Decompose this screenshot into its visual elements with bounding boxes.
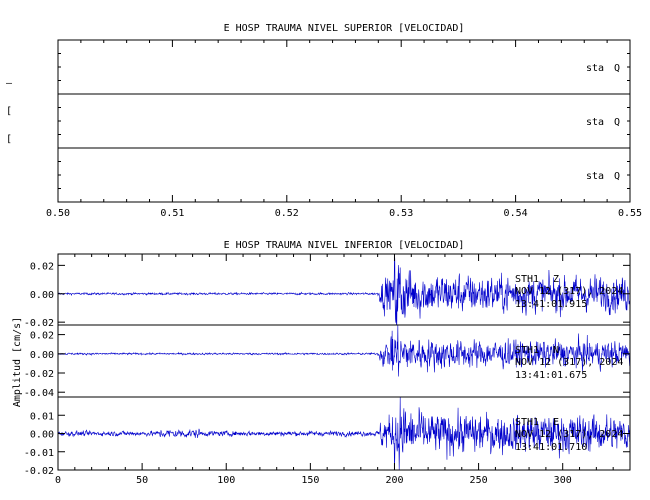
panel-component-label: E (553, 417, 559, 428)
left-margin-mark: [ (6, 134, 12, 145)
panel-date-label: NOV 12 (317), 2024 (515, 286, 623, 297)
x-tick-label: 100 (217, 475, 235, 486)
panel-component-label: N (553, 345, 559, 356)
y-tick-label: 0.02 (30, 261, 54, 272)
bottom-chart-title: E HOSP TRAUMA NIVEL INFERIOR [VELOCIDAD] (224, 240, 465, 251)
y-axis-label: Amplitud [cm/s] (12, 317, 23, 407)
x-tick-label: 200 (385, 475, 403, 486)
top-panel-component: Q (614, 117, 620, 128)
top-panel-component: Q (614, 63, 620, 74)
waveform-n (57, 324, 631, 377)
top-panel-station: sta (586, 117, 604, 128)
x-tick-label: 0 (55, 475, 61, 486)
top-panel-station: sta (586, 63, 604, 74)
top-x-tick-label: 0.52 (275, 208, 299, 219)
y-tick-label: 0.00 (30, 430, 54, 441)
x-tick-label: 150 (301, 475, 319, 486)
panel-time-label: 13:41:01.675 (515, 370, 587, 381)
x-tick-label: 250 (470, 475, 488, 486)
left-margin-mark: [ (6, 106, 12, 117)
panel-date-label: NOV 12 (317), 2024 (515, 357, 623, 368)
y-tick-label: 0.00 (30, 290, 54, 301)
top-x-tick-label: 0.54 (504, 208, 528, 219)
y-tick-label: 0.01 (30, 411, 54, 422)
top-panel-component: Q (614, 171, 620, 182)
top-panel-frame (57, 93, 631, 149)
panel-station-label: STH1 (515, 274, 539, 285)
y-tick-label: 0.00 (30, 350, 54, 361)
y-tick-label: -0.02 (24, 466, 54, 477)
y-tick-label: 0.02 (30, 331, 54, 342)
waveform-z (57, 253, 631, 326)
top-x-tick-label: 0.53 (389, 208, 413, 219)
x-tick-label: 300 (554, 475, 572, 486)
top-panel-station: sta (586, 171, 604, 182)
panel-time-label: 13:41:01.710 (515, 442, 587, 453)
panel-time-label: 13:41:01.915 (515, 299, 587, 310)
y-tick-label: -0.01 (24, 448, 54, 459)
y-tick-label: -0.02 (24, 369, 54, 380)
panel-station-label: STH1 (515, 345, 539, 356)
top-panel-frame (57, 147, 631, 203)
y-tick-label: -0.02 (24, 318, 54, 329)
x-tick-label: 50 (136, 475, 148, 486)
top-panel-frame (57, 39, 631, 95)
panel-station-label: STH1 (515, 417, 539, 428)
left-margin-mark: — (6, 78, 13, 89)
top-x-tick-label: 0.55 (618, 208, 642, 219)
panel-component-label: Z (553, 274, 559, 285)
top-chart-title: E HOSP TRAUMA NIVEL SUPERIOR [VELOCIDAD] (224, 23, 465, 34)
y-tick-label: -0.04 (24, 388, 54, 399)
top-x-tick-label: 0.50 (46, 208, 70, 219)
panel-date-label: NOV 12 (317), 2024 (515, 429, 623, 440)
waveform-e (57, 397, 631, 471)
top-x-tick-label: 0.51 (160, 208, 184, 219)
